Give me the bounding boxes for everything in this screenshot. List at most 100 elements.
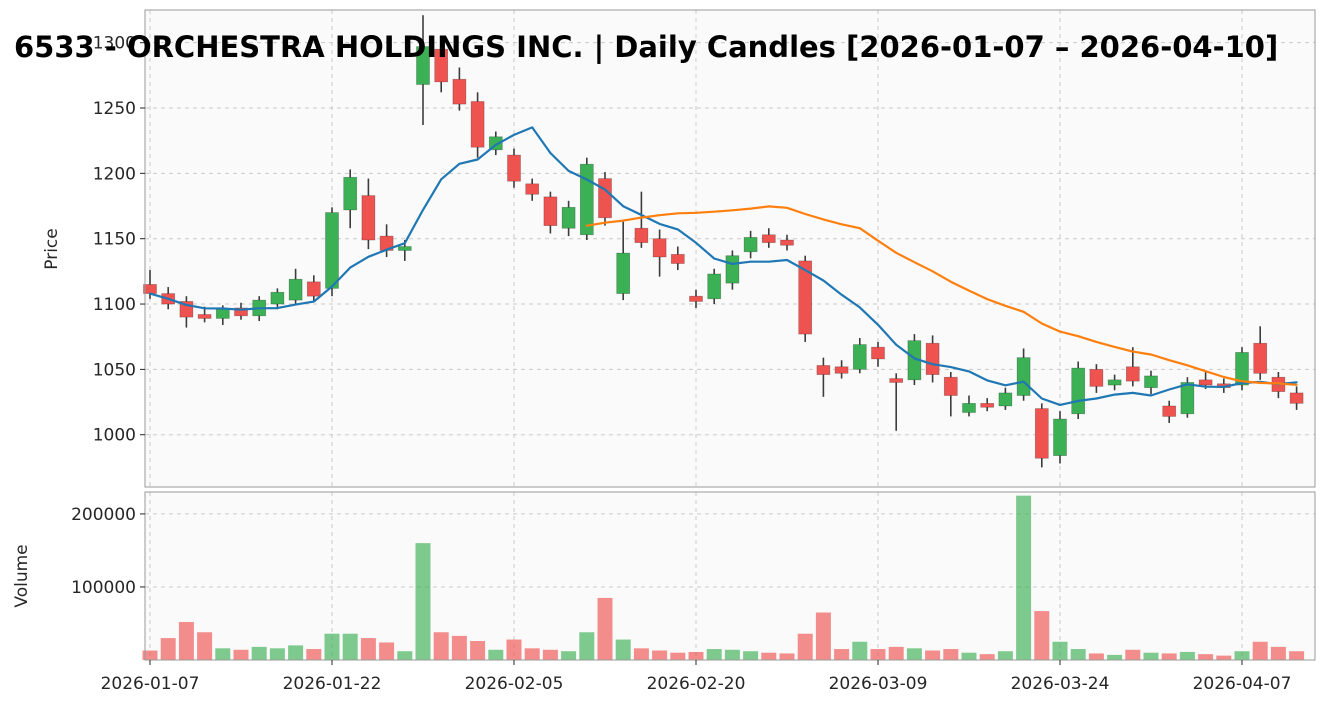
ma-short-line [148,126,1298,406]
candle-body [998,392,1013,407]
candle-body [1053,418,1067,456]
volume-bar [1034,611,1050,660]
volume-bar [615,639,631,660]
candle-body [525,183,540,195]
candle-body [670,254,685,264]
volume-bar [579,632,595,660]
x-tick-label: 2026-01-07 [101,674,200,694]
candle [1071,361,1086,420]
price-tick-label: 1100 [93,295,136,315]
candle-body [871,346,885,360]
candle [707,268,722,305]
candle-body [397,246,412,251]
candle [1162,400,1177,423]
candle-body [1235,352,1249,386]
volume-bar [451,635,467,660]
candle [852,338,867,374]
volume-bar [470,641,486,660]
candle-body [707,273,722,300]
volume-bar [542,649,558,660]
volume-bar [743,651,759,660]
candle [1089,364,1104,393]
x-tick-label: 2026-04-07 [1193,674,1292,694]
x-tick-label: 2026-03-09 [829,674,928,694]
candle [507,148,521,188]
volume-bar [433,632,449,660]
candle-body [925,342,940,375]
candle-body [343,176,358,211]
candle-body [834,366,849,374]
candle [634,191,649,248]
candle [998,387,1013,410]
candle-body [689,295,703,302]
volume-bar [1289,651,1305,660]
candle [288,268,303,305]
candle-body [1071,367,1086,415]
price-tick-label: 1200 [93,164,136,184]
candle-body [1198,379,1213,386]
volume-bar [306,649,322,660]
candle-body [197,314,212,319]
volume-bars-group [142,495,1305,660]
volume-bar [1052,641,1068,660]
candle [1253,326,1268,380]
volume-bar [160,638,176,660]
candle [834,360,849,379]
price-tick-label: 1050 [93,360,136,380]
x-tick-label: 2026-03-24 [1011,674,1110,694]
volume-bar [178,622,194,660]
candle-body [288,278,303,301]
volume-bar [1143,652,1159,660]
candle-body [1034,408,1049,459]
candle-body [725,255,740,284]
candle-body [852,344,867,370]
volume-bar [397,651,413,660]
volume-bar [979,654,995,660]
volume-bar [688,651,704,660]
volume-bar [834,649,850,660]
volume-bar [415,543,431,660]
volume-bar [888,646,904,660]
candle [871,341,885,367]
volume-bar [233,649,249,660]
volume-bar [215,648,231,660]
candle [652,229,667,277]
candle-body [652,238,667,258]
grid-lines [145,10,1315,660]
candle-body [761,234,776,243]
volume-bar [797,633,813,660]
candle [561,200,576,237]
candle [416,15,430,126]
volume-bar [1179,651,1195,660]
candle-body [1125,366,1140,382]
volume-bar [142,650,158,660]
candle-body [1289,392,1304,404]
candle [598,172,612,226]
volume-bar [943,649,959,660]
candle [980,398,995,412]
volume-bar [197,632,213,660]
volume-bar [1016,495,1032,660]
volume-bar [1252,641,1268,660]
candle-body [507,154,521,182]
volume-bar [561,651,577,660]
price-tick-label: 1150 [93,230,136,250]
panel-borders [144,9,1316,661]
candle-body [215,308,230,319]
volume-bar [1216,655,1232,660]
volume-bar [706,649,722,660]
x-tick-label: 2026-02-05 [465,674,564,694]
candle-body [561,206,576,229]
candle-body [1089,369,1104,387]
candle-body [452,78,467,105]
candle [962,395,976,417]
candle [670,246,685,271]
ma-long-line [585,205,1298,386]
candle [470,92,485,158]
candle [525,178,540,201]
candle [943,371,958,417]
candle-body [1180,382,1195,415]
candle-body [780,239,794,246]
price-tick-label: 1000 [93,426,136,446]
